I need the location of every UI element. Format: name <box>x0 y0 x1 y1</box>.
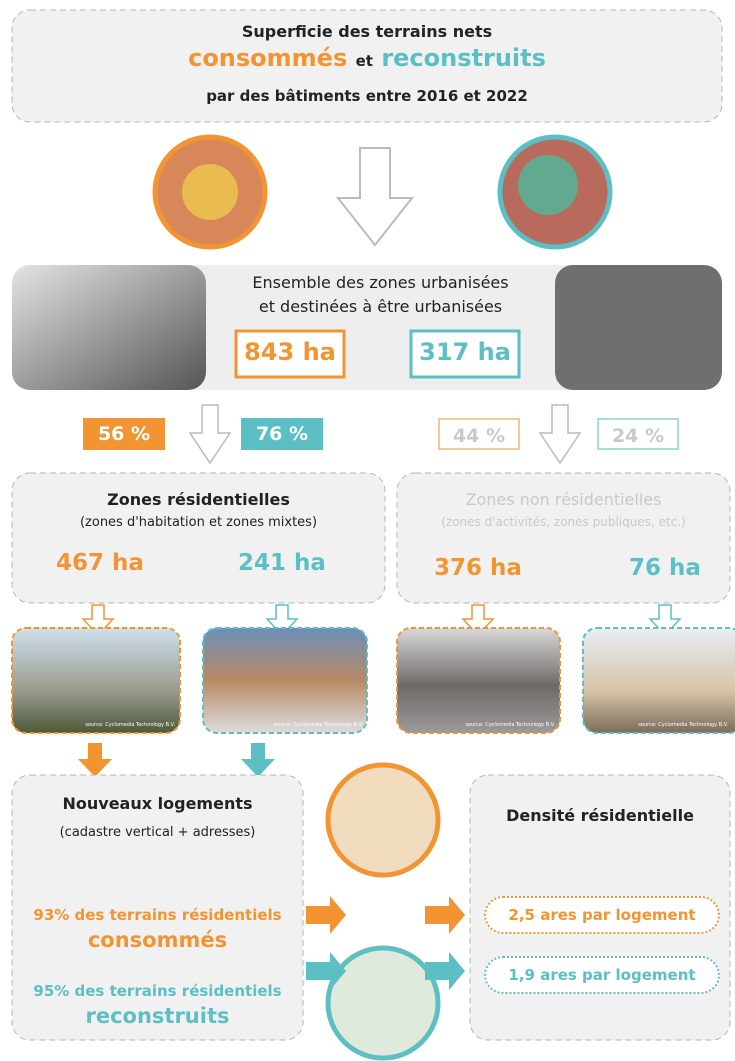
density-rebuilt: 1,9 ares par logement <box>484 956 720 994</box>
density-consumed: 2,5 ares par logement <box>484 896 720 934</box>
housing-rebuilt: 95% des terrains résidentiels <box>12 982 303 1000</box>
solid-arrow <box>241 743 275 777</box>
residential-consumed-photo <box>12 628 180 733</box>
photo-source: source: Cyclomedia Technology B.V. <box>573 722 728 728</box>
rebuilt-word: reconstruits <box>381 44 546 72</box>
header-line: consommés et reconstruits <box>12 44 722 72</box>
nonresidential-title: Zones non résidentielles <box>397 490 730 509</box>
down-arrow <box>338 148 412 245</box>
share-badge: 56 % <box>83 418 165 450</box>
photo-source: source: Cyclomedia Technology B.V. <box>208 722 363 728</box>
solid-arrow <box>78 743 112 777</box>
total-title: Ensemble des zones urbanisées <box>206 273 555 292</box>
residential-rebuilt: 241 ha <box>222 550 342 576</box>
infographic: Superficie des terrains nets consommés e… <box>0 0 735 1061</box>
rebuilt-housing-map <box>328 948 438 1058</box>
aerial-photo <box>555 265 722 390</box>
consumed-word: consommés <box>188 44 347 72</box>
share-badge: 76 % <box>241 418 323 450</box>
nonresidential-consumed: 376 ha <box>418 555 538 581</box>
housing-consumed: consommés <box>12 928 303 952</box>
total-title: et destinées à être urbanisées <box>206 297 555 316</box>
share-badge: 44 % <box>438 418 520 450</box>
consumed-housing-map <box>328 765 438 875</box>
housing-rebuilt: reconstruits <box>12 1004 303 1028</box>
residential-rebuilt-photo <box>203 628 367 733</box>
solid-arrow <box>425 896 465 934</box>
nonresidential-rebuilt-photo <box>583 628 735 733</box>
density-title: Densité résidentielle <box>470 806 730 825</box>
consumed-aerial-detail <box>182 164 238 220</box>
and-word: et <box>356 52 373 70</box>
nonresidential-rebuilt: 76 ha <box>605 555 725 581</box>
share-badge: 24 % <box>597 418 679 450</box>
down-arrow <box>540 405 580 463</box>
photo-source: source: Cyclomedia Technology B.V. <box>400 722 555 728</box>
housing-consumed: 93% des terrains résidentiels <box>12 906 303 924</box>
housing-title: Nouveaux logements <box>12 794 303 813</box>
residential-consumed: 467 ha <box>40 550 160 576</box>
photo-source: source: Cyclomedia Technology B.V. <box>20 722 175 728</box>
building-photo <box>12 265 206 390</box>
nonresidential-consumed-photo <box>397 628 560 733</box>
down-arrow <box>190 405 230 463</box>
rebuilt-total: 317 ha <box>411 338 519 366</box>
nonresidential-subtitle: (zones d'activités, zones publiques, etc… <box>397 515 730 529</box>
solid-arrow <box>306 896 346 934</box>
residential-title: Zones résidentielles <box>12 490 385 509</box>
header-line: Superficie des terrains nets <box>12 22 722 41</box>
rebuilt-aerial-detail <box>518 155 578 215</box>
header-line: par des bâtiments entre 2016 et 2022 <box>12 87 722 105</box>
housing-subtitle: (cadastre vertical + adresses) <box>12 825 303 840</box>
residential-subtitle: (zones d'habitation et zones mixtes) <box>12 515 385 530</box>
consumed-total: 843 ha <box>236 338 344 366</box>
